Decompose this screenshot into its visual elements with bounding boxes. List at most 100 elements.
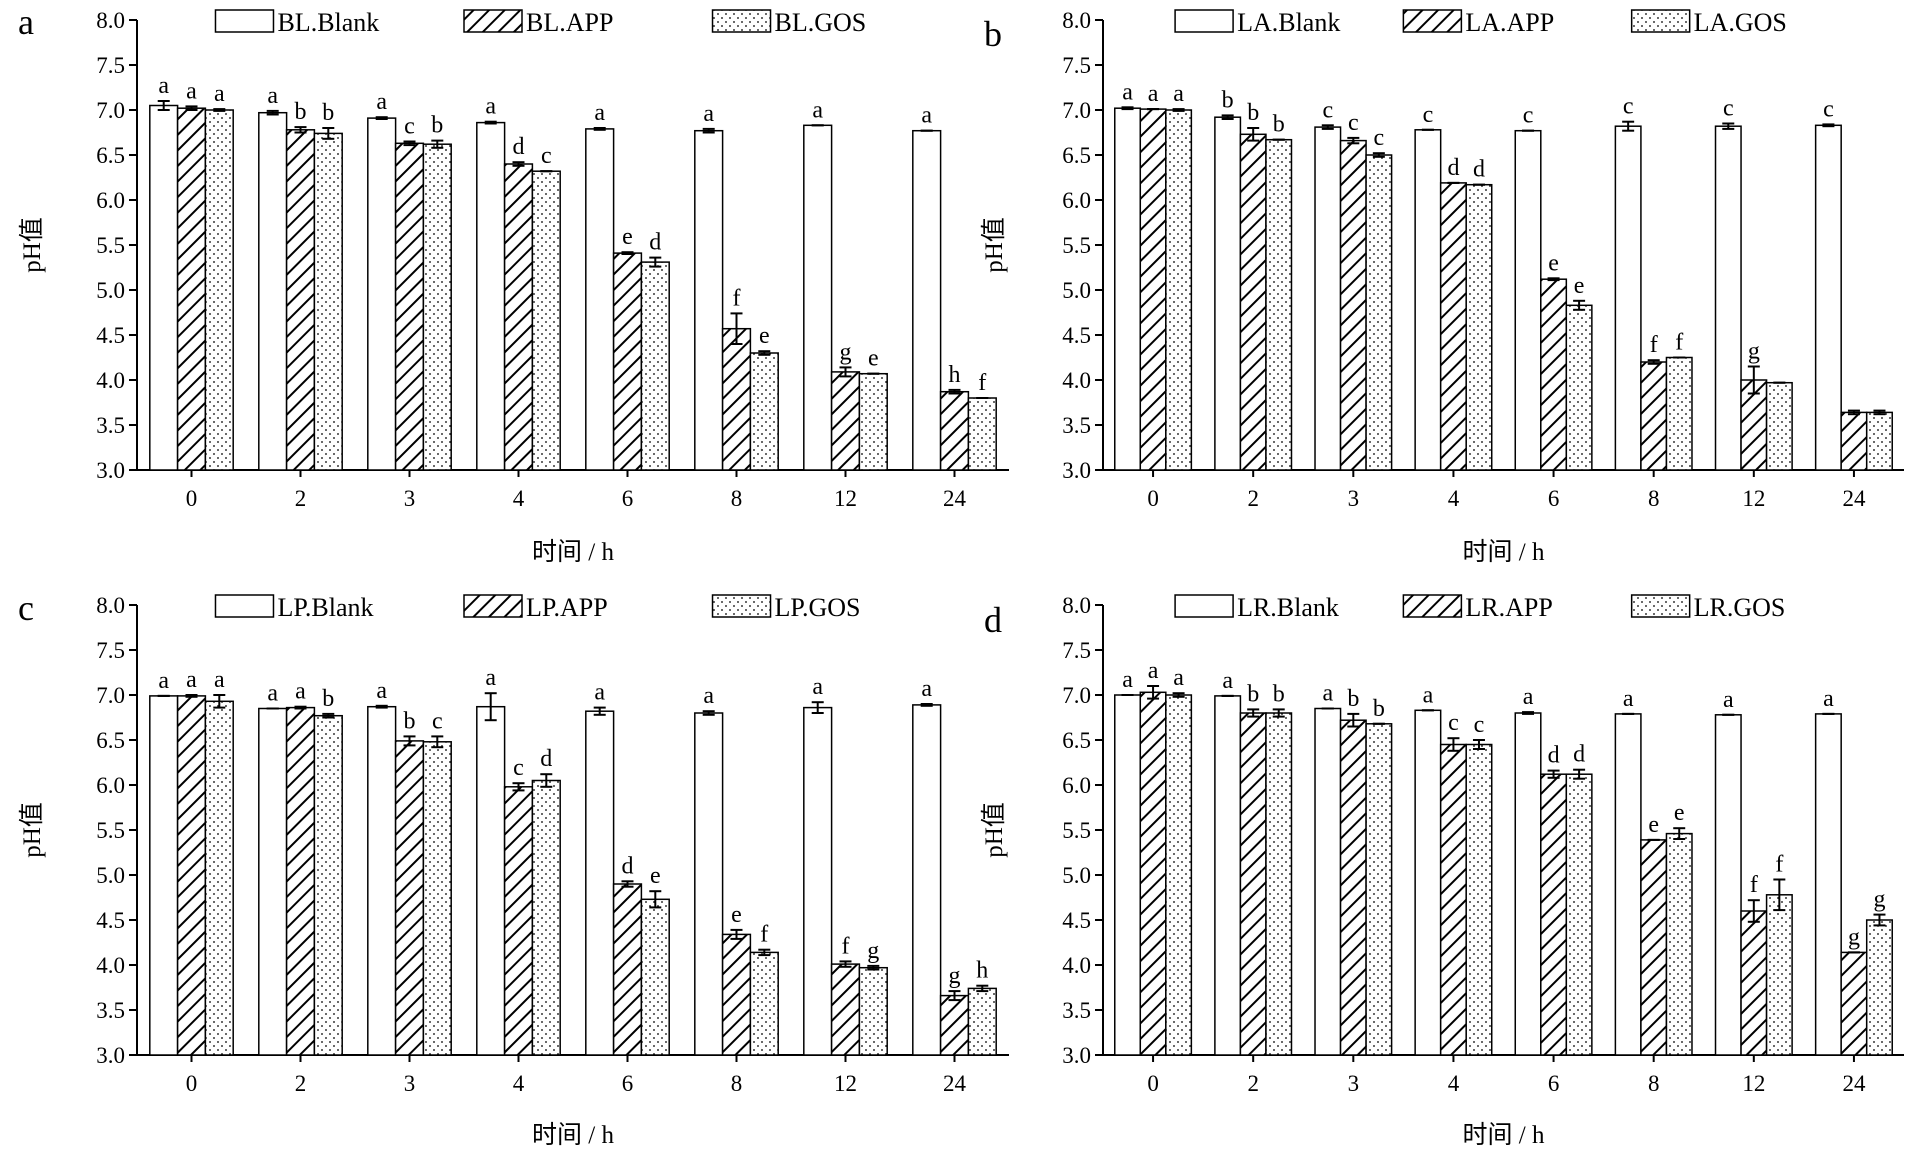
significance-label: e bbox=[868, 346, 879, 372]
bar-blank-6 bbox=[585, 710, 615, 1056]
significance-label: e bbox=[759, 323, 770, 349]
significance-label: a bbox=[1122, 79, 1133, 105]
significance-label: a bbox=[1148, 658, 1159, 684]
bar-blank-6 bbox=[585, 128, 615, 471]
panel-letter: a bbox=[18, 2, 34, 42]
significance-label: g bbox=[840, 339, 852, 365]
bar-dots-4 bbox=[531, 779, 561, 1056]
bar-dots-6 bbox=[640, 261, 670, 471]
bar-blank-8 bbox=[694, 129, 724, 471]
bar-hatch-0 bbox=[1139, 108, 1167, 471]
bar-blank-6 bbox=[1514, 712, 1542, 1056]
bar-dots-3 bbox=[422, 143, 452, 471]
y-tick-label: 6.5 bbox=[96, 143, 125, 168]
significance-label: b bbox=[431, 113, 443, 139]
bar-blank-6 bbox=[1514, 129, 1542, 471]
significance-label: a bbox=[1322, 681, 1333, 707]
chart-panels: a3.03.54.04.55.05.56.06.57.07.58.0pH值时间 … bbox=[18, 2, 1904, 1149]
bar-dots-0 bbox=[1165, 109, 1193, 471]
legend-label: LP.GOS bbox=[775, 593, 861, 622]
x-tick-label: 8 bbox=[1648, 486, 1660, 511]
significance-label: c bbox=[1623, 94, 1634, 120]
significance-label: e bbox=[1548, 250, 1559, 276]
bar-blank-12 bbox=[803, 706, 833, 1056]
y-tick-label: 5.0 bbox=[1062, 863, 1091, 888]
legend-label: LR.APP bbox=[1465, 593, 1552, 622]
y-tick-label: 6.0 bbox=[96, 773, 125, 798]
significance-label: a bbox=[186, 78, 197, 104]
significance-label: g bbox=[1848, 924, 1860, 950]
bar-blank-12 bbox=[1714, 714, 1742, 1056]
x-tick-label: 3 bbox=[1348, 486, 1360, 511]
bar-hatch-8 bbox=[1640, 361, 1668, 471]
y-tick-label: 7.0 bbox=[96, 98, 125, 123]
y-tick-label: 8.0 bbox=[96, 8, 125, 33]
y-tick-label: 6.5 bbox=[1062, 728, 1091, 753]
legend-label: LA.APP bbox=[1465, 8, 1554, 37]
y-tick-label: 8.0 bbox=[1062, 593, 1091, 618]
bar-blank-4 bbox=[476, 121, 506, 471]
bar-dots-0 bbox=[204, 109, 234, 471]
significance-label: a bbox=[158, 668, 169, 694]
significance-label: a bbox=[1148, 81, 1159, 107]
bar-hatch-12 bbox=[1740, 910, 1768, 1056]
significance-label: e bbox=[1674, 800, 1685, 826]
significance-label: a bbox=[1523, 684, 1534, 710]
significance-label: a bbox=[295, 679, 306, 705]
x-axis-title: 时间 / h bbox=[532, 538, 614, 566]
significance-label: c bbox=[432, 708, 443, 734]
y-tick-label: 7.5 bbox=[96, 53, 125, 78]
bar-dots-24 bbox=[1865, 919, 1893, 1056]
significance-label: b bbox=[1347, 686, 1359, 712]
x-tick-label: 12 bbox=[1742, 486, 1765, 511]
significance-label: c bbox=[513, 755, 524, 781]
bar-blank-12 bbox=[1714, 125, 1742, 471]
significance-label: e bbox=[731, 902, 742, 928]
y-tick-label: 4.5 bbox=[1062, 323, 1091, 348]
bar-dots-6 bbox=[1565, 773, 1593, 1056]
legend-label: LP.Blank bbox=[277, 593, 373, 622]
significance-label: a bbox=[376, 678, 387, 704]
y-tick-label: 7.5 bbox=[1062, 53, 1091, 78]
bar-dots-24 bbox=[967, 397, 997, 471]
x-tick-label: 24 bbox=[943, 1071, 967, 1096]
bar-blank-0 bbox=[1114, 694, 1142, 1056]
y-tick-label: 6.0 bbox=[1062, 188, 1091, 213]
legend-label: LP.APP bbox=[526, 593, 608, 622]
bar-blank-3 bbox=[1314, 707, 1342, 1056]
y-tick-label: 5.5 bbox=[96, 818, 125, 843]
y-tick-label: 5.5 bbox=[1062, 818, 1091, 843]
bar-blank-0 bbox=[149, 695, 179, 1056]
legend-label: LR.GOS bbox=[1694, 593, 1786, 622]
x-tick-label: 3 bbox=[404, 1071, 416, 1096]
x-tick-label: 12 bbox=[834, 486, 857, 511]
significance-label: f bbox=[1675, 330, 1683, 356]
significance-label: e bbox=[1648, 812, 1659, 838]
significance-label: a bbox=[267, 681, 278, 707]
significance-label: a bbox=[485, 665, 496, 691]
significance-label: b bbox=[404, 708, 416, 734]
legend-swatch-hatch bbox=[463, 594, 523, 618]
significance-label: a bbox=[812, 674, 823, 700]
significance-label: f bbox=[1775, 852, 1783, 878]
significance-label: d bbox=[513, 134, 525, 160]
significance-label: a bbox=[1173, 665, 1184, 691]
bar-dots-3 bbox=[1365, 154, 1393, 471]
bar-dots-2 bbox=[313, 714, 343, 1056]
x-tick-label: 3 bbox=[404, 486, 416, 511]
significance-label: c bbox=[1448, 710, 1459, 736]
significance-label: d bbox=[1573, 742, 1585, 768]
bar-blank-24 bbox=[1814, 713, 1842, 1056]
y-axis-title: pH值 bbox=[18, 217, 46, 273]
bar-dots-8 bbox=[749, 951, 779, 1056]
y-tick-label: 4.0 bbox=[96, 368, 125, 393]
significance-label: e bbox=[622, 224, 633, 250]
significance-label: a bbox=[703, 683, 714, 709]
bar-hatch-6 bbox=[612, 252, 643, 471]
bar-hatch-0 bbox=[176, 695, 207, 1056]
legend-swatch-blank bbox=[1174, 594, 1234, 618]
bar-hatch-12 bbox=[830, 963, 861, 1056]
significance-label: a bbox=[1723, 687, 1734, 713]
legend-swatch-blank bbox=[214, 594, 275, 618]
legend-swatch-blank bbox=[1174, 9, 1234, 33]
